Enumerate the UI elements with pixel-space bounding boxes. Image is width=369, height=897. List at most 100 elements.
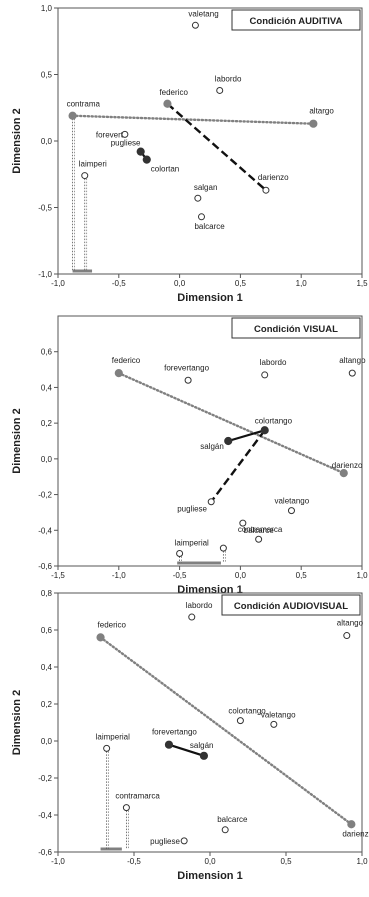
point-label: altango xyxy=(337,619,364,628)
point-label: pugliese xyxy=(111,139,141,148)
plot-frame xyxy=(57,7,363,275)
point-label: salgán xyxy=(190,741,214,750)
x-axis-label: Dimension 1 xyxy=(177,870,242,882)
y-tick-label: 0,2 xyxy=(41,700,53,709)
data-point xyxy=(262,186,270,194)
point-label: valetango xyxy=(274,497,309,506)
chart-1: Condición AUDITIVA 1,0 0,5 0,0 -0,5 -1,0-1,0 -… xyxy=(11,4,368,304)
data-point xyxy=(199,751,209,760)
data-point xyxy=(207,498,215,506)
y-axis-label: Dimension 2 xyxy=(11,690,23,755)
dotted-connector xyxy=(99,636,353,826)
point-label: balcarce xyxy=(194,222,225,231)
x-tick-label: -1,0 xyxy=(51,279,65,288)
x-axis-label: Dimension 1 xyxy=(177,292,242,304)
data-point xyxy=(96,633,105,642)
data-point xyxy=(287,507,295,515)
point-label: darienzo xyxy=(332,461,363,470)
y-tick-label: -0,5 xyxy=(38,204,52,213)
data-point xyxy=(255,535,263,543)
plot-frame xyxy=(57,592,363,853)
data-point xyxy=(81,172,89,180)
solid-connector xyxy=(168,743,205,757)
chart-title: Condición AUDIOVISUAL xyxy=(234,601,348,612)
point-label: laimperial xyxy=(96,732,130,741)
data-point xyxy=(164,740,174,749)
point-label: federico xyxy=(98,620,127,629)
data-point xyxy=(260,426,269,435)
x-tick-label: -0,5 xyxy=(112,279,126,288)
y-tick-label: 0,4 xyxy=(41,663,53,672)
y-tick-label: 0,0 xyxy=(41,737,53,746)
y-tick-label: -0,2 xyxy=(38,491,52,500)
y-tick-label: -0,4 xyxy=(38,811,52,820)
chart-title: Condición AUDITIVA xyxy=(250,16,343,27)
data-point xyxy=(348,369,356,377)
data-point xyxy=(236,717,244,725)
point-label: altango xyxy=(339,356,366,365)
y-tick-label: 0,2 xyxy=(41,419,53,428)
x-tick-label: -0,5 xyxy=(127,857,141,866)
dashed-connector xyxy=(166,102,267,192)
point-label: pugliese xyxy=(177,505,207,514)
y-tick-label: 0,5 xyxy=(41,71,53,80)
data-point xyxy=(122,804,130,812)
x-axis-label: Dimension 1 xyxy=(177,584,242,596)
data-point xyxy=(121,130,129,138)
data-point xyxy=(103,744,111,752)
data-point xyxy=(184,376,192,384)
x-tick-label: 1,0 xyxy=(356,571,368,580)
point-label: forevert xyxy=(96,130,124,139)
point-label: salgan xyxy=(194,183,218,192)
y-tick-label: -0,6 xyxy=(38,562,52,571)
chart-title-box: Condición VISUAL xyxy=(231,317,361,339)
point-label: labordo xyxy=(260,358,287,367)
point-label: darienzo xyxy=(342,829,369,838)
data-point xyxy=(163,99,172,108)
data-point xyxy=(261,371,269,379)
data-point xyxy=(176,550,184,557)
chart-title-box: Condición AUDIOVISUAL xyxy=(221,594,361,616)
point-label: salgán xyxy=(200,442,224,451)
data-point xyxy=(191,21,199,29)
data-point xyxy=(194,194,202,202)
point-label: valetang xyxy=(188,9,218,18)
plot-frame xyxy=(57,315,363,567)
title-frame xyxy=(221,594,361,616)
point-label: balcarce xyxy=(244,526,275,535)
point-label: forevertango xyxy=(164,363,209,372)
data-point xyxy=(221,826,229,834)
point-label: pugliese xyxy=(150,837,180,846)
y-tick-label: 0,0 xyxy=(41,455,53,464)
x-tick-label: 0,5 xyxy=(280,857,292,866)
x-tick-label: 0,5 xyxy=(296,571,308,580)
y-tick-label: 0,6 xyxy=(41,626,53,635)
title-frame xyxy=(231,317,361,339)
point-label: balcarce xyxy=(217,815,248,824)
point-label: colortan xyxy=(151,165,179,174)
data-point xyxy=(343,632,351,640)
title-frame xyxy=(231,9,361,31)
y-tick-label: 0,0 xyxy=(41,137,53,146)
data-point xyxy=(136,147,145,156)
x-tick-label: 1,5 xyxy=(356,279,368,288)
x-tick-label: 1,0 xyxy=(296,279,308,288)
data-point xyxy=(68,111,77,120)
y-axis-label: Dimension 2 xyxy=(11,408,23,473)
point-label: forevertango xyxy=(152,728,197,737)
data-point xyxy=(197,213,205,221)
chart-title-box: Condición AUDITIVA xyxy=(231,9,361,31)
dashed-connector xyxy=(210,429,266,503)
data-point xyxy=(309,119,318,128)
y-tick-label: 0,8 xyxy=(41,589,53,598)
data-point xyxy=(224,436,233,446)
data-point xyxy=(142,155,151,164)
data-point xyxy=(114,369,123,378)
x-tick-label: 1,0 xyxy=(356,857,368,866)
chart-title: Condición VISUAL xyxy=(254,324,338,335)
point-label: altargo xyxy=(309,107,334,116)
data-point xyxy=(216,86,224,94)
x-tick-label: 0,0 xyxy=(204,857,216,866)
